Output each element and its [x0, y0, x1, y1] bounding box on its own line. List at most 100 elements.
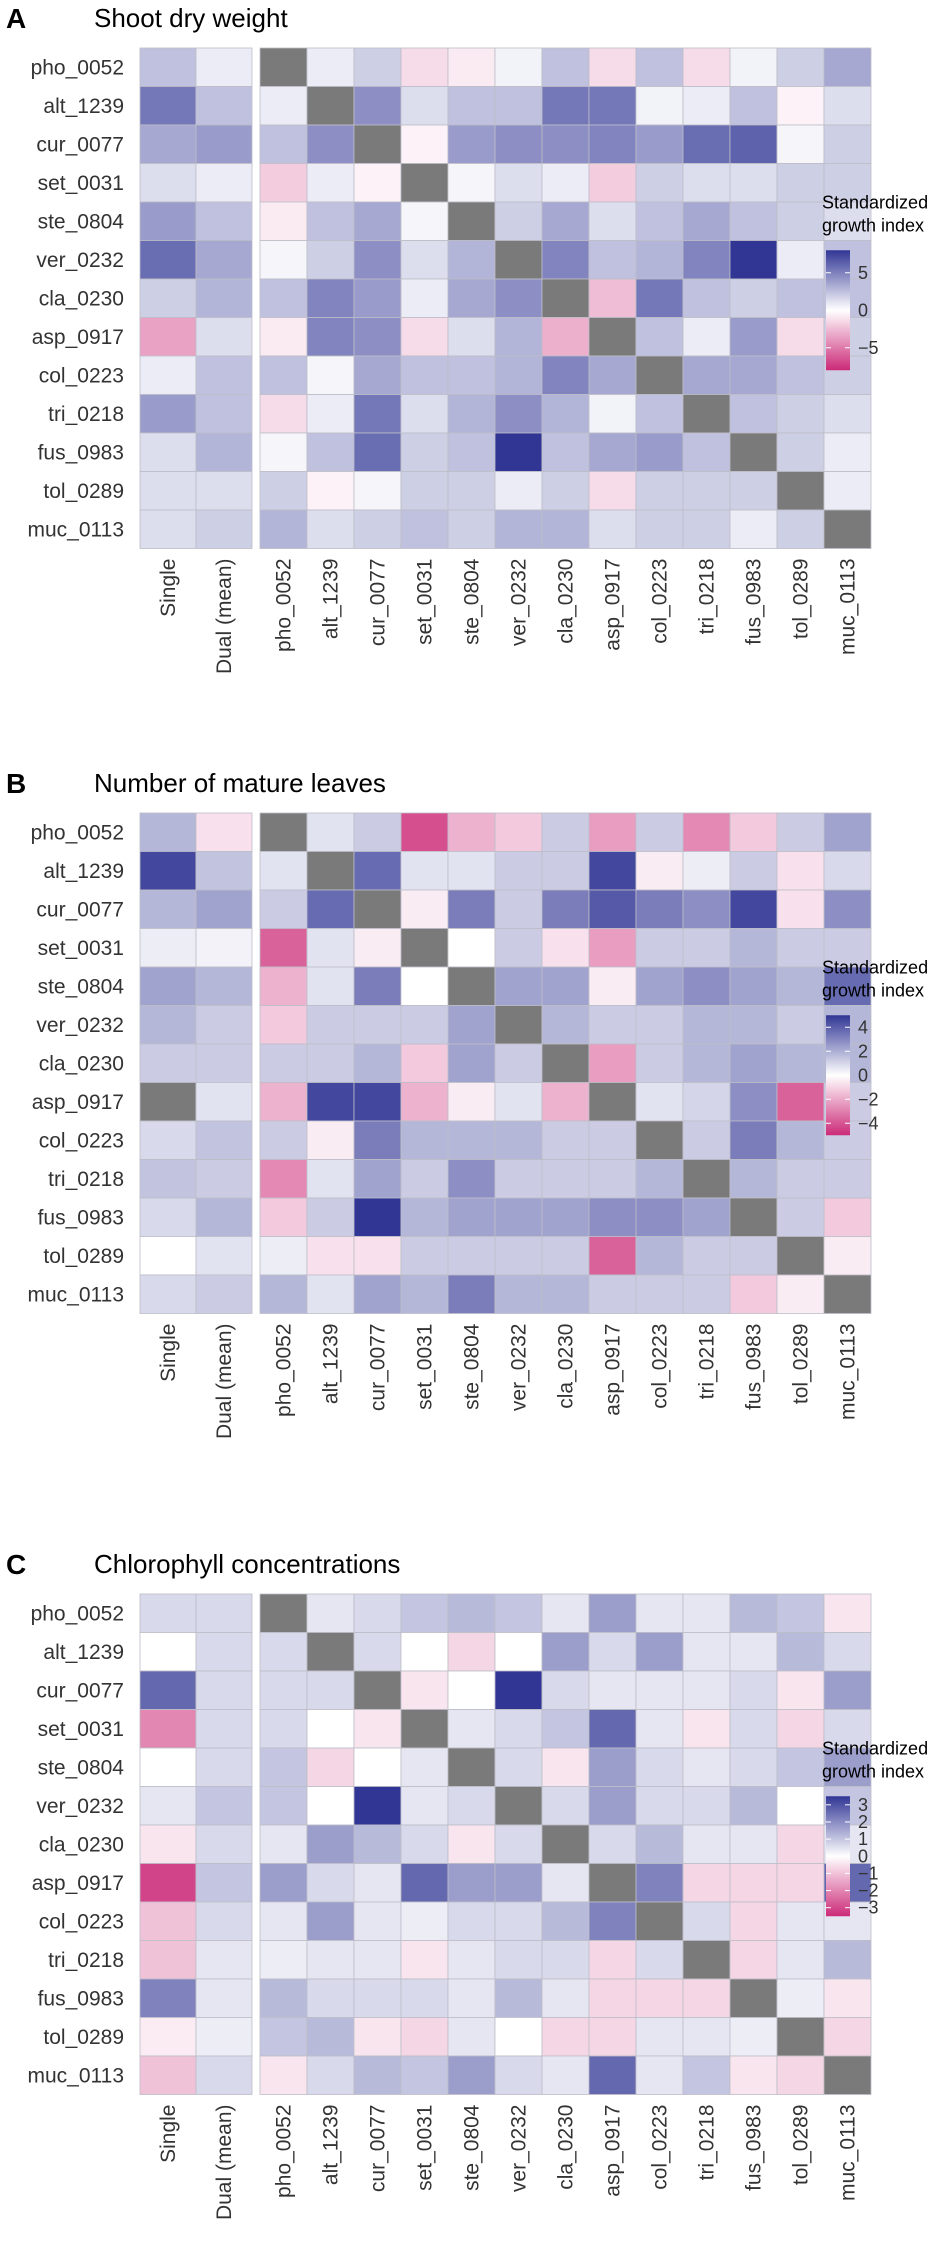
pair-cell — [306, 47, 355, 87]
pair-cell — [494, 1709, 543, 1749]
pair-cell — [541, 851, 590, 891]
pair-cell — [306, 889, 355, 929]
pair-cell — [400, 1863, 449, 1903]
pair-cell — [823, 1978, 872, 2018]
row-label: cla_0230 — [39, 1052, 124, 1075]
pair-cell — [306, 163, 355, 203]
pair-col-label: ste_0804 — [461, 1323, 484, 1410]
pair-cell — [541, 889, 590, 929]
pair-cell — [353, 1863, 402, 1903]
pair-cell — [823, 201, 872, 241]
pair-cell — [494, 2055, 543, 2095]
pair-cell — [400, 1901, 449, 1941]
legend-tick-label: −2 — [858, 1881, 879, 1901]
row-label: muc_0113 — [27, 518, 124, 541]
pair-cell — [306, 240, 355, 280]
legend-title: Standardized — [822, 192, 928, 212]
pair-cell — [729, 812, 778, 852]
pair-cell — [682, 1274, 731, 1314]
pair-cell — [682, 240, 731, 280]
pair-col-label: asp_0917 — [602, 2105, 625, 2197]
pair-cell — [494, 86, 543, 126]
row-label: col_0223 — [39, 1910, 124, 1933]
pair-cell — [823, 1632, 872, 1672]
pair-cell — [541, 1159, 590, 1199]
pair-cell — [447, 1901, 496, 1941]
row-label: col_0223 — [39, 1129, 124, 1152]
pair-col-label: pho_0052 — [273, 1324, 296, 1417]
pair-cell — [400, 1940, 449, 1980]
summary-cell — [139, 889, 197, 929]
row-label: set_0031 — [38, 937, 124, 960]
pair-cell — [541, 1824, 590, 1864]
pair-cell — [729, 1978, 778, 2018]
pair-cell — [353, 1236, 402, 1276]
pair-cell — [776, 966, 825, 1006]
row-label: fus_0983 — [38, 1206, 124, 1229]
pair-cell — [682, 163, 731, 203]
pair-cell — [306, 432, 355, 472]
pair-cell — [729, 1005, 778, 1045]
summary-cell — [139, 201, 197, 241]
pair-cell — [447, 1940, 496, 1980]
pair-cell — [588, 1670, 637, 1710]
pair-cell — [635, 1978, 684, 2018]
pair-cell — [494, 1159, 543, 1199]
pair-cell — [494, 966, 543, 1006]
pair-cell — [682, 1005, 731, 1045]
pair-cell — [729, 1082, 778, 1122]
row-label: ste_0804 — [38, 1756, 125, 1779]
pair-cell — [494, 851, 543, 891]
pair-cell — [729, 1159, 778, 1199]
summary-cell — [139, 1670, 197, 1710]
pair-cell — [400, 432, 449, 472]
pair-cell — [259, 851, 308, 891]
pair-cell — [494, 1005, 543, 1045]
pair-cell — [259, 317, 308, 357]
pair-cell — [588, 317, 637, 357]
pair-cell — [259, 1786, 308, 1826]
pair-cell — [353, 278, 402, 318]
summary-cell — [139, 1824, 197, 1864]
pair-cell — [494, 928, 543, 968]
pair-cell — [541, 1197, 590, 1237]
pair-col-label: col_0223 — [649, 559, 672, 644]
pair-cell — [541, 86, 590, 126]
pair-cell — [447, 1197, 496, 1237]
pair-cell — [823, 1274, 872, 1314]
pair-cell — [306, 966, 355, 1006]
pair-cell — [447, 163, 496, 203]
pair-cell — [823, 1670, 872, 1710]
pair-cell — [776, 240, 825, 280]
pair-cell — [635, 966, 684, 1006]
summary-col-label: Single — [157, 559, 180, 617]
pair-cell — [635, 1593, 684, 1633]
pair-cell — [259, 394, 308, 434]
pair-cell — [729, 394, 778, 434]
legend-tick-label: −2 — [858, 1089, 879, 1109]
pair-cell — [541, 812, 590, 852]
pair-cell — [635, 240, 684, 280]
pair-cell — [259, 1747, 308, 1787]
pair-cell — [635, 124, 684, 164]
pair-cell — [776, 1863, 825, 1903]
summary-cell — [139, 509, 197, 549]
pair-cell — [635, 317, 684, 357]
pair-cell — [541, 471, 590, 511]
pair-cell — [306, 1043, 355, 1083]
summary-cell — [139, 2055, 197, 2095]
pair-cell — [353, 1082, 402, 1122]
pair-cell — [353, 1901, 402, 1941]
pair-cell — [823, 812, 872, 852]
pair-cell — [682, 124, 731, 164]
pair-cell — [447, 1709, 496, 1749]
pair-cell — [400, 1632, 449, 1672]
pair-cell — [823, 509, 872, 549]
pair-cell — [588, 471, 637, 511]
pair-cell — [400, 124, 449, 164]
pair-cell — [353, 394, 402, 434]
summary-cell — [139, 1043, 197, 1083]
pair-cell — [588, 1236, 637, 1276]
pair-cell — [541, 928, 590, 968]
pair-cell — [635, 1005, 684, 1045]
